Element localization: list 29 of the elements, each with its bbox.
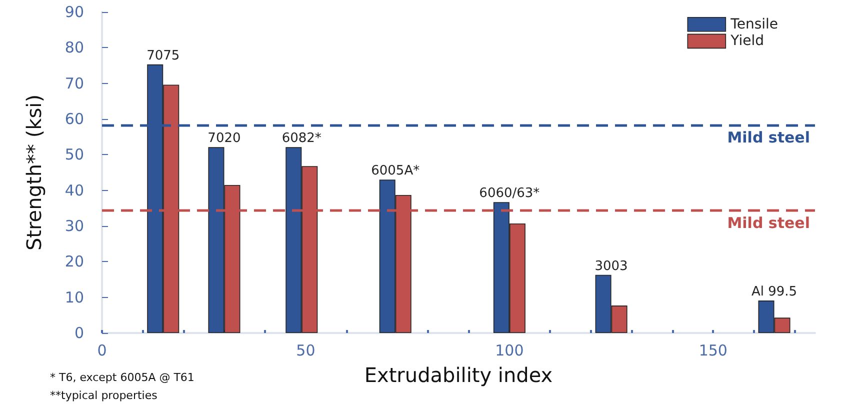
- annotation: 3003: [594, 258, 628, 274]
- y-tick-label: 0: [74, 324, 84, 342]
- x-tick-label: 100: [495, 342, 524, 360]
- y-tick-label: 70: [64, 74, 84, 92]
- y-tick-label: 30: [64, 217, 84, 235]
- x-tick-label: 150: [698, 342, 728, 360]
- y-axis-title: Strength** (ksi): [22, 94, 46, 251]
- y-tick-label: 90: [64, 3, 84, 21]
- text: **typical properties: [50, 389, 158, 402]
- legend-label: Yield: [730, 33, 764, 50]
- legend-label: Tensile: [730, 16, 778, 32]
- ref-line-label: Mild steel: [727, 128, 810, 147]
- y-tick-label: 20: [64, 252, 84, 271]
- x-axis-title: Extrudability index: [364, 363, 553, 387]
- y-tick-label: 10: [64, 288, 84, 306]
- y-tick-label: 40: [64, 181, 84, 200]
- y-tick-label: 50: [64, 146, 84, 164]
- annotation: 6082*: [282, 131, 322, 146]
- annotation: 7020: [208, 131, 241, 146]
- annotation: Al 99.5: [751, 284, 798, 300]
- text: * T6, except 6005A @ T61: [50, 371, 194, 384]
- y-tick-label: 60: [64, 110, 84, 128]
- y-tick-label: 80: [64, 38, 84, 57]
- x-tick-label: 0: [97, 342, 107, 360]
- annotation: 7075: [146, 48, 180, 64]
- ref-line-label: Mild steel: [727, 214, 810, 232]
- x-tick-label: 50: [296, 342, 316, 360]
- annotation: 6005A*: [371, 164, 420, 179]
- annotation: 6060/63*: [479, 186, 540, 202]
